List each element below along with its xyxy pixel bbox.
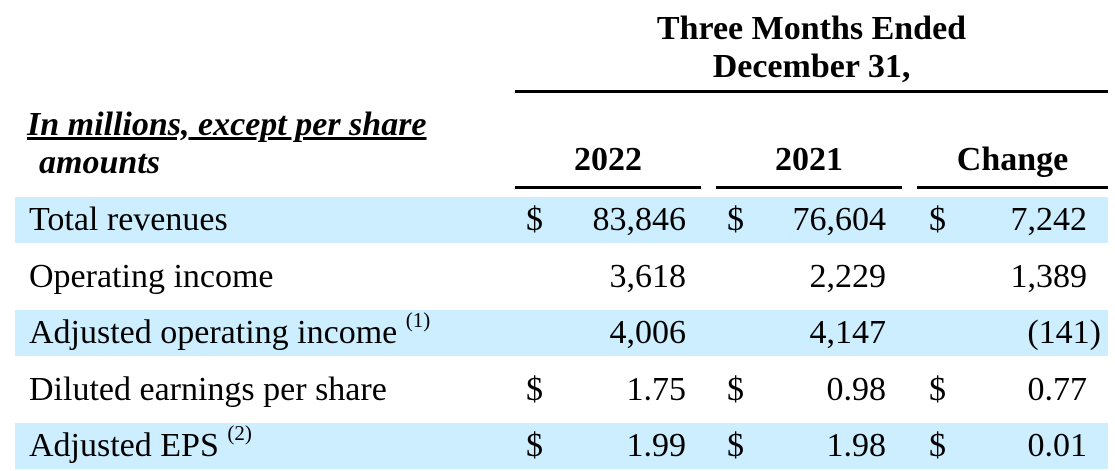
- value-2022: 1.75: [626, 371, 687, 408]
- units-label-line2: amounts: [39, 144, 160, 181]
- value-change: (141): [1027, 314, 1101, 351]
- units-label-line1: In millions, except per share: [27, 106, 427, 143]
- dollar-sign-change: $: [929, 201, 946, 238]
- value-change: 0.01: [1027, 427, 1088, 464]
- table-row: Diluted earnings per share $ $ $1.75 0.98 0.7…: [15, 367, 1108, 413]
- column-header-2021: 2021: [775, 141, 843, 178]
- table-row: Adjusted operating income (1) 4,006 4,147 (…: [15, 307, 1108, 356]
- column-rule-change: [917, 186, 1108, 189]
- period-header: Three Months Ended December 31,: [515, 10, 1108, 86]
- units-label: In millions, except per share amounts: [27, 106, 427, 182]
- row-label: Operating income: [29, 258, 274, 295]
- value-2022: 83,846: [592, 201, 687, 238]
- value-change: 1,389: [1010, 258, 1088, 295]
- footnote-marker: (1): [405, 307, 431, 332]
- column-header-change: Change: [956, 141, 1069, 178]
- column-rule-2022: [515, 186, 701, 189]
- value-2022: 3,618: [609, 258, 687, 295]
- period-header-line2: December 31,: [712, 48, 911, 85]
- row-label: Diluted earnings per share: [29, 371, 387, 408]
- value-2022: 4,006: [609, 314, 687, 351]
- value-2021: 76,604: [792, 201, 887, 238]
- table-row: Adjusted EPS (2) $ $ $1.99 1.98 0.01: [15, 420, 1108, 469]
- dollar-sign-change: $: [929, 427, 946, 464]
- column-rule-2021: [716, 186, 902, 189]
- dollar-sign-2021: $: [727, 427, 744, 464]
- row-label: Adjusted EPS (2): [29, 420, 252, 464]
- value-2021: 1.98: [826, 427, 887, 464]
- dollar-sign-2021: $: [727, 371, 744, 408]
- value-change: 0.77: [1027, 371, 1088, 408]
- table-row: Operating income 3,618 2,229 1,389: [15, 254, 1108, 300]
- footnote-marker: (2): [227, 420, 252, 445]
- column-header-2022: 2022: [574, 141, 642, 178]
- dollar-sign-2022: $: [526, 427, 543, 464]
- row-label: Total revenues: [29, 201, 228, 238]
- row-label: Adjusted operating income (1): [29, 307, 431, 351]
- period-header-line1: Three Months Ended: [656, 10, 967, 47]
- value-2022: 1.99: [626, 427, 687, 464]
- dollar-sign-2021: $: [727, 201, 744, 238]
- value-2021: 4,147: [809, 314, 887, 351]
- dollar-sign-2022: $: [526, 371, 543, 408]
- value-2021: 0.98: [826, 371, 887, 408]
- dollar-sign-change: $: [929, 371, 946, 408]
- period-header-rule: [515, 90, 1108, 93]
- value-2021: 2,229: [809, 258, 887, 295]
- value-change: 7,242: [1010, 201, 1088, 238]
- dollar-sign-2022: $: [526, 201, 543, 238]
- table-row: Total revenues $ $ $83,846 76,604 7,242: [15, 197, 1108, 243]
